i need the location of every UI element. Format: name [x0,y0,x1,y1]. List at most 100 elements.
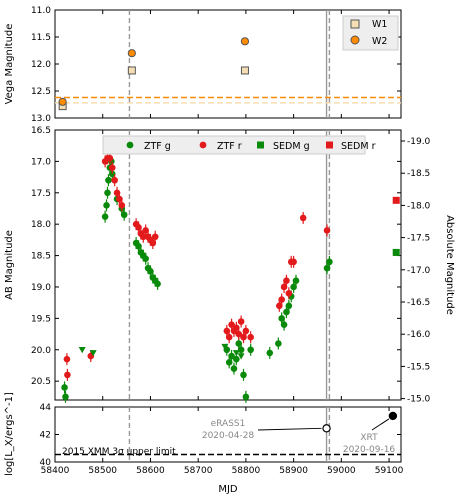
ztf-r-point [235,330,243,338]
ztf-r-point [111,176,118,184]
ztf-r-point [280,283,288,291]
ztf-g-point [228,352,235,360]
top-y-axis-label: Vega Magnitude [4,24,15,105]
sedm-g-point [392,248,400,256]
xrt-arrow [371,418,390,431]
ztf-r-point [237,318,245,325]
x-tick-label-58500: 58500 [88,466,117,476]
x-tick-label-59100: 59100 [375,466,404,476]
x-tick-label-58400: 58400 [41,466,70,476]
legend-ztf-g-label: ZTF g [144,141,171,152]
ztf-r-point [323,227,331,234]
ztf-r-point [118,202,126,209]
top-legend: W1 W2 [342,15,399,51]
erass1-label: eRASS1 [211,419,246,429]
x-tick-label-58800: 58800 [232,466,261,476]
ztf-g-upper-limits-point [78,346,86,354]
middle-panel: 16.5 17.0 17.5 18.0 18.5 19.0 19.5 20.0 20.5 -19.… [4,126,455,405]
ztf-g-upper-limits-point [232,350,240,357]
ztf-g-point [230,365,238,372]
y-tick-label-11.5: 11.5 [31,33,51,43]
xrt-date-label: 2020-09-16 [343,445,396,455]
ztf-g-point [225,359,233,366]
middle-y-axis-label: AB Magnitude [4,230,15,300]
y-tick-label-20.5: 20.5 [31,377,51,387]
erass1-date-label: 2020-04-28 [202,431,255,441]
ztf-r-point [149,239,157,247]
right-tick-label--18.5: -18.5 [407,169,430,179]
xray-point-2 [388,411,398,421]
ztf-g-point [237,346,245,354]
x-tick-label-59000: 59000 [327,466,356,476]
ztf-g-point [147,267,154,275]
top-panel: 11.0 11.5 12.0 12.5 13.0 W1 W2 Vega Magnitud… [4,6,402,124]
ztf-g-point [266,349,274,357]
legend-ztf-r-label: ZTF r [217,141,242,152]
ztf-r-point [108,164,116,171]
right-tick-label--17.5: -17.5 [407,234,430,244]
y-tick-label-16.5: 16.5 [31,126,51,136]
upper-limit-label: 2015 XMM 3σ upper limit [62,447,176,457]
ztf-g-point [285,302,293,310]
erass1-arrow [257,427,322,431]
ztf-r-point [283,277,290,284]
ztf-g-point [62,393,69,401]
ztf-g-point [120,211,128,219]
ztf-r-point [106,154,114,162]
right-tick-label--17.0: -17.0 [407,266,431,276]
ztf-g-point [292,277,300,284]
y-tick-label-12.5: 12.5 [31,87,51,97]
legend-sedm-r-marker [326,141,333,149]
y-tick-label-13.0: 13.0 [31,114,51,124]
ztf-r-point [228,321,235,328]
ztf-r-point [113,189,121,197]
ztf-r-point [247,333,254,341]
ztf-g-point [283,308,290,316]
ztf-g-point [104,189,111,197]
bottom-y-axis-label: log[L_X/ergs^-1] [4,392,15,476]
right-y-axis-label: Absolute Magnitude [444,215,455,315]
ztf-g-point [108,170,116,178]
ztf-g-point [103,202,110,209]
ztf-g-point [142,255,149,263]
ztf-g-point [154,280,161,288]
right-tick-label--16.5: -16.5 [407,298,430,308]
ztf-r-point [225,333,233,341]
ztf-g-point [61,384,68,391]
middle-panel-frame [54,129,402,401]
w2-point [58,97,67,106]
right-tick-label--15.5: -15.5 [407,362,430,372]
legend-ztf-r-marker [199,141,207,149]
ztf-g-upper-limits-point [237,353,245,360]
ztf-g-point [275,340,282,347]
ztf-g-point [135,242,142,250]
ztf-g-point [280,321,288,328]
xrt-label: XRT [360,433,378,443]
middle-legend: ZTF g ZTF r SEDM g SEDM r [102,135,376,155]
legend-sedm-r-label: SEDM r [341,141,376,152]
legend-w1-label: W1 [372,19,387,30]
w2-point [127,49,136,58]
ztf-r-point [242,327,250,335]
ztf-r-point [63,355,71,363]
y-tick-label-11.0: 11.0 [31,6,51,16]
ztf-r-point [135,224,142,231]
ztf-r-point [290,258,297,266]
ztf-g-point [235,340,243,347]
xray-point-1 [322,424,331,433]
y-tick-label-17.0: 17.0 [31,157,51,167]
ztf-r-point [116,195,123,203]
ztf-r-point [233,324,240,332]
right-tick-label--18.0: -18.0 [407,201,431,211]
legend-ztf-g-marker [126,141,134,149]
x-tick-label-58700: 58700 [184,466,213,476]
legend-w2-label: W2 [372,36,387,47]
ztf-g-point [240,371,247,379]
ztf-r-point [276,302,283,310]
w1-point [240,66,249,75]
legend-sedm-g-marker [257,141,264,149]
ztf-r-point [139,233,147,241]
ztf-g-point [323,264,331,272]
ztf-g-point [247,346,254,354]
